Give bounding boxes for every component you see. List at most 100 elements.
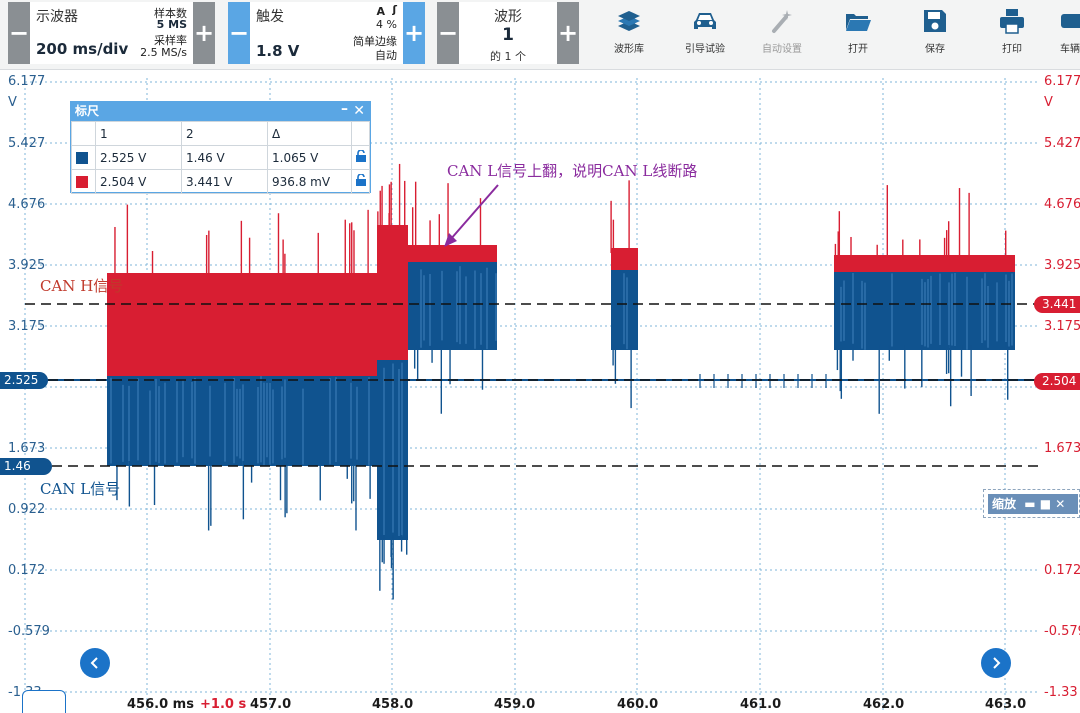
trigger-value[interactable]: 1.8 V [256,42,300,60]
blue-value-1: 2.525 V [95,145,182,170]
burst-main-step [168,285,258,305]
x-tick-5: 461.0 [740,697,782,712]
burst-right [834,185,1015,414]
lock-icon[interactable] [351,169,370,194]
y-tick-left-9: -0.579 [8,624,50,639]
trigger-mode: 简单边缘 [353,35,397,48]
vehicle-label: 车辆 [1060,44,1080,55]
zoom-restore-icon[interactable]: ■ [1039,497,1052,511]
y-tick-right-2: 4.676 [1044,197,1080,212]
wand-icon [772,10,792,33]
x-tick-3: 459.0 [494,697,536,712]
trigger-auto: 自动 [375,49,397,62]
timebase-value[interactable]: 200 ms/div [36,40,129,58]
rate-value: 2.5 MS/s [140,46,187,59]
guided-test-button[interactable]: 引导试验 [670,4,740,64]
zoom-minimize-icon[interactable]: ▬ [1024,497,1036,511]
x-tick-2: 458.0 [372,697,414,712]
burst-mid [610,180,638,409]
waveform-number: 1 [502,25,514,45]
annotation-can-h: CAN H信号 [40,277,124,295]
ruler-table: 1 2 Δ 2.525 V 1.46 V 1.065 V 2.504 V 3.4… [71,121,370,194]
print-button[interactable]: 打印 [977,4,1047,64]
vehicle-button[interactable]: 车辆 [1052,4,1080,64]
trigger-increase-button[interactable]: + [403,2,425,64]
minimize-icon[interactable]: – [341,101,348,117]
waveform-library-button[interactable]: 波形库 [594,4,664,64]
red-cursor-lower-marker[interactable]: 2.504 [1034,373,1080,390]
guided-test-label: 引导试验 [685,44,725,55]
x-tick-6: 462.0 [863,697,905,712]
annotation-can-l: CAN L信号 [40,480,121,498]
waveform-prev-button[interactable]: − [437,2,459,64]
timebase-control: − 示波器 200 ms/div 样本数 5 MS 采样率 2.5 MS/s + [8,2,215,64]
ruler-col-1: 1 [95,121,182,146]
annotation-can-l-flip: CAN L信号上翻，说明CAN L线断路 [447,162,698,180]
red-cursor-upper-marker[interactable]: 3.441 [1034,296,1080,313]
lock-icon[interactable] [351,145,370,170]
x-tick-7: 463.0 [985,697,1027,712]
trigger-control: − 触发 1.8 V A ʃ 4 % 简单边缘 自动 + [228,2,425,64]
y-tick-right-8: 0.172 [1044,563,1080,578]
trigger-decrease-button[interactable]: − [228,2,250,64]
timebase-decrease-button[interactable]: − [8,2,30,64]
channel-tab-widget[interactable] [22,690,66,713]
red-value-1: 2.504 V [95,169,182,194]
open-button[interactable]: 打开 [823,4,893,64]
y-tick-left-0: 6.177 [8,74,46,89]
trigger-channel: A [376,5,385,18]
x-tick-4: 460.0 [617,697,659,712]
x-tick-1: 457.0 [250,697,292,712]
timebase-increase-button[interactable]: + [193,2,215,64]
y-tick-left-2: 4.676 [8,197,46,212]
auto-setup-button[interactable]: 自动设置 [747,4,817,64]
y-tick-left-8: 0.172 [8,563,46,578]
scroll-left-button[interactable] [80,648,110,678]
print-label: 打印 [1002,44,1022,55]
ruler-col-delta: Δ [267,121,352,146]
ruler-corner [71,121,96,146]
ruler-panel: 标尺 – ✕ 1 2 Δ 2.525 V 1.46 V 1.065 V [70,101,371,194]
burst-transition [377,163,408,600]
blue-cursor-lower-marker[interactable]: 1.46 [0,458,52,475]
trigger-title: 触发 [256,9,284,25]
burst-transition-red [377,225,408,380]
auto-setup-label: 自动设置 [762,44,802,55]
print-icon [1000,9,1024,34]
blue-swatch [71,145,96,170]
blue-cursor-upper-marker[interactable]: 2.525 [0,372,48,389]
close-icon[interactable]: ✕ [353,103,365,119]
waveform-title: 波形 [494,9,522,25]
y-tick-left-3: 3.925 [8,258,46,273]
zoom-label: 缩放 [992,497,1017,511]
burst-flip [408,181,497,414]
ruler-header-row: 1 2 Δ [71,121,370,146]
y-tick-left-1: 5.427 [8,136,46,151]
x-offset: +1.0 s [200,697,247,712]
burst-mid-red [611,248,638,272]
zoom-panel[interactable]: 缩放 ▬ ■ ✕ [983,489,1080,518]
waveform-control: − 波形 1 的 1 个 + [437,2,579,64]
waveform-library-label: 波形库 [614,44,644,55]
y-tick-left-7: 0.922 [8,502,46,517]
open-label: 打开 [848,44,868,55]
y-unit-right: V [1044,95,1053,110]
save-button[interactable]: 保存 [900,4,970,64]
waveform-next-button[interactable]: + [557,2,579,64]
blue-delta: 1.065 V [267,145,352,170]
burst-main-blue [107,376,377,466]
library-icon [618,11,640,31]
samples-value: 5 MS [156,18,187,31]
zoom-close-icon[interactable]: ✕ [1055,497,1066,511]
scroll-right-button[interactable] [981,648,1011,678]
plot-grid [24,78,1040,713]
ruler-header[interactable]: 标尺 – ✕ [71,101,370,121]
red-value-2: 3.441 V [181,169,268,194]
rate-label: 采样率 [154,34,187,47]
timebase-title: 示波器 [36,9,78,25]
y-tick-left-6: 1.673 [8,441,46,456]
y-unit-left: V [8,95,17,110]
x-tick-0: 456.0 ms [127,697,194,712]
